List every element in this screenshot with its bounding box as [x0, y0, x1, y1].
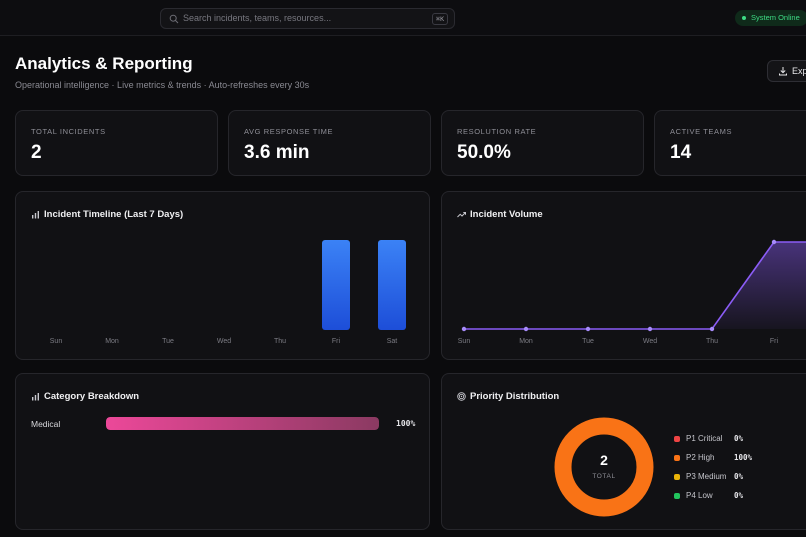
stat-value: 14 — [670, 142, 692, 163]
stat-card-resolution-rate: RESOLUTION RATE 50.0% — [441, 110, 644, 176]
legend-value: 0% — [734, 491, 744, 500]
stat-card-total-incidents: TOTAL INCIDENTS 2 — [15, 110, 218, 176]
timeline-x-label: Mon — [105, 338, 119, 345]
card-title: Category Breakdown — [44, 391, 140, 402]
trending-up-icon — [457, 212, 466, 218]
volume-x-label: Wed — [643, 338, 657, 345]
top-bar: Search incidents, teams, resources... ⌘K… — [0, 0, 806, 36]
page-subtitle: Operational intelligence · Live metrics … — [15, 80, 310, 90]
legend-value: 0% — [734, 472, 744, 481]
category-bar-fill — [106, 417, 379, 430]
bar-chart-icon — [32, 211, 39, 219]
incident-volume-chart: Sun Mon Tue Wed Thu Fri — [458, 239, 806, 345]
volume-x-label: Mon — [519, 338, 533, 345]
legend-name: P4 Low — [686, 491, 713, 500]
timeline-x-label: Sat — [387, 338, 398, 345]
export-label: Exp — [792, 66, 806, 76]
volume-x-label: Sun — [458, 338, 471, 345]
search-placeholder: Search incidents, teams, resources... — [183, 13, 332, 23]
donut-total-value: 2 — [600, 452, 608, 468]
legend-swatch — [674, 474, 680, 480]
stat-value: 3.6 min — [244, 142, 310, 163]
stat-label: ACTIVE TEAMS — [670, 127, 733, 136]
volume-x-label: Thu — [706, 338, 718, 345]
stat-label: RESOLUTION RATE — [457, 127, 537, 136]
status-dot-icon — [742, 16, 746, 20]
category-breakdown-card: Category Breakdown Medical 100% — [15, 373, 430, 530]
search-icon — [169, 14, 179, 24]
stat-value: 50.0% — [457, 142, 511, 163]
stat-value: 2 — [31, 142, 42, 163]
legend-swatch — [674, 436, 680, 442]
legend-name: P1 Critical — [686, 434, 723, 443]
incident-volume-card: Incident Volume Sun Mon Tue Wed Thu Fri — [441, 191, 806, 360]
legend-name: P3 Medium — [686, 472, 727, 481]
volume-point-mon — [523, 326, 529, 332]
legend-swatch — [674, 455, 680, 461]
system-status-badge: System Online — [735, 10, 806, 26]
legend-swatch — [674, 493, 680, 499]
stat-label: TOTAL INCIDENTS — [31, 127, 106, 136]
volume-x-label: Fri — [770, 338, 779, 345]
timeline-x-label: Tue — [162, 338, 174, 345]
legend-item-p2: P2 High 100% — [674, 452, 754, 464]
legend-item-p1: P1 Critical 0% — [674, 433, 754, 445]
timeline-x-label: Wed — [217, 338, 231, 345]
card-title: Incident Volume — [470, 209, 543, 220]
card-title: Incident Timeline (Last 7 Days) — [44, 209, 184, 220]
timeline-bar-fri — [322, 240, 350, 330]
legend-value: 0% — [734, 434, 744, 443]
search-shortcut: ⌘K — [432, 13, 448, 25]
page-title: Analytics & Reporting — [15, 54, 193, 73]
timeline-x-label: Sun — [50, 338, 63, 345]
stat-card-active-teams: ACTIVE TEAMS 14 — [654, 110, 806, 176]
volume-area-fill — [464, 242, 806, 329]
priority-distribution-card: Priority Distribution 2 TOTAL P1 Critica… — [441, 373, 806, 530]
status-label: System Online — [751, 13, 800, 22]
volume-point-tue — [585, 326, 591, 332]
stat-card-avg-response-time: AVG RESPONSE TIME 3.6 min — [228, 110, 431, 176]
volume-point-sun — [461, 326, 467, 332]
timeline-x-label: Thu — [274, 338, 286, 345]
export-button[interactable]: Exp — [767, 60, 806, 82]
legend-item-p4: P4 Low 0% — [674, 490, 754, 502]
volume-point-wed — [647, 326, 653, 332]
timeline-bar-sat — [378, 240, 406, 330]
card-title: Priority Distribution — [470, 391, 560, 402]
category-percent: 100% — [396, 419, 416, 428]
incident-timeline-card: Incident Timeline (Last 7 Days) Sun Mon Tu… — [15, 191, 430, 360]
legend-name: P2 High — [686, 453, 715, 462]
donut-total-label: TOTAL — [592, 473, 616, 480]
download-icon — [779, 67, 787, 76]
volume-point-thu — [709, 326, 715, 332]
incident-timeline-chart: Sun Mon Tue Wed Thu Fri Sat — [50, 240, 406, 345]
target-icon — [457, 392, 466, 401]
volume-point-fri — [771, 239, 777, 245]
category-bar-track — [106, 417, 379, 430]
stat-label: AVG RESPONSE TIME — [244, 127, 334, 136]
timeline-x-label: Fri — [332, 338, 341, 345]
legend-item-p3: P3 Medium 0% — [674, 471, 754, 483]
category-label: Medical — [31, 419, 61, 429]
search-bar[interactable]: Search incidents, teams, resources... ⌘K — [160, 8, 455, 29]
volume-x-label: Tue — [582, 338, 594, 345]
legend-value: 100% — [734, 453, 753, 462]
priority-donut-chart — [554, 417, 654, 517]
bar-chart-icon — [32, 393, 39, 401]
